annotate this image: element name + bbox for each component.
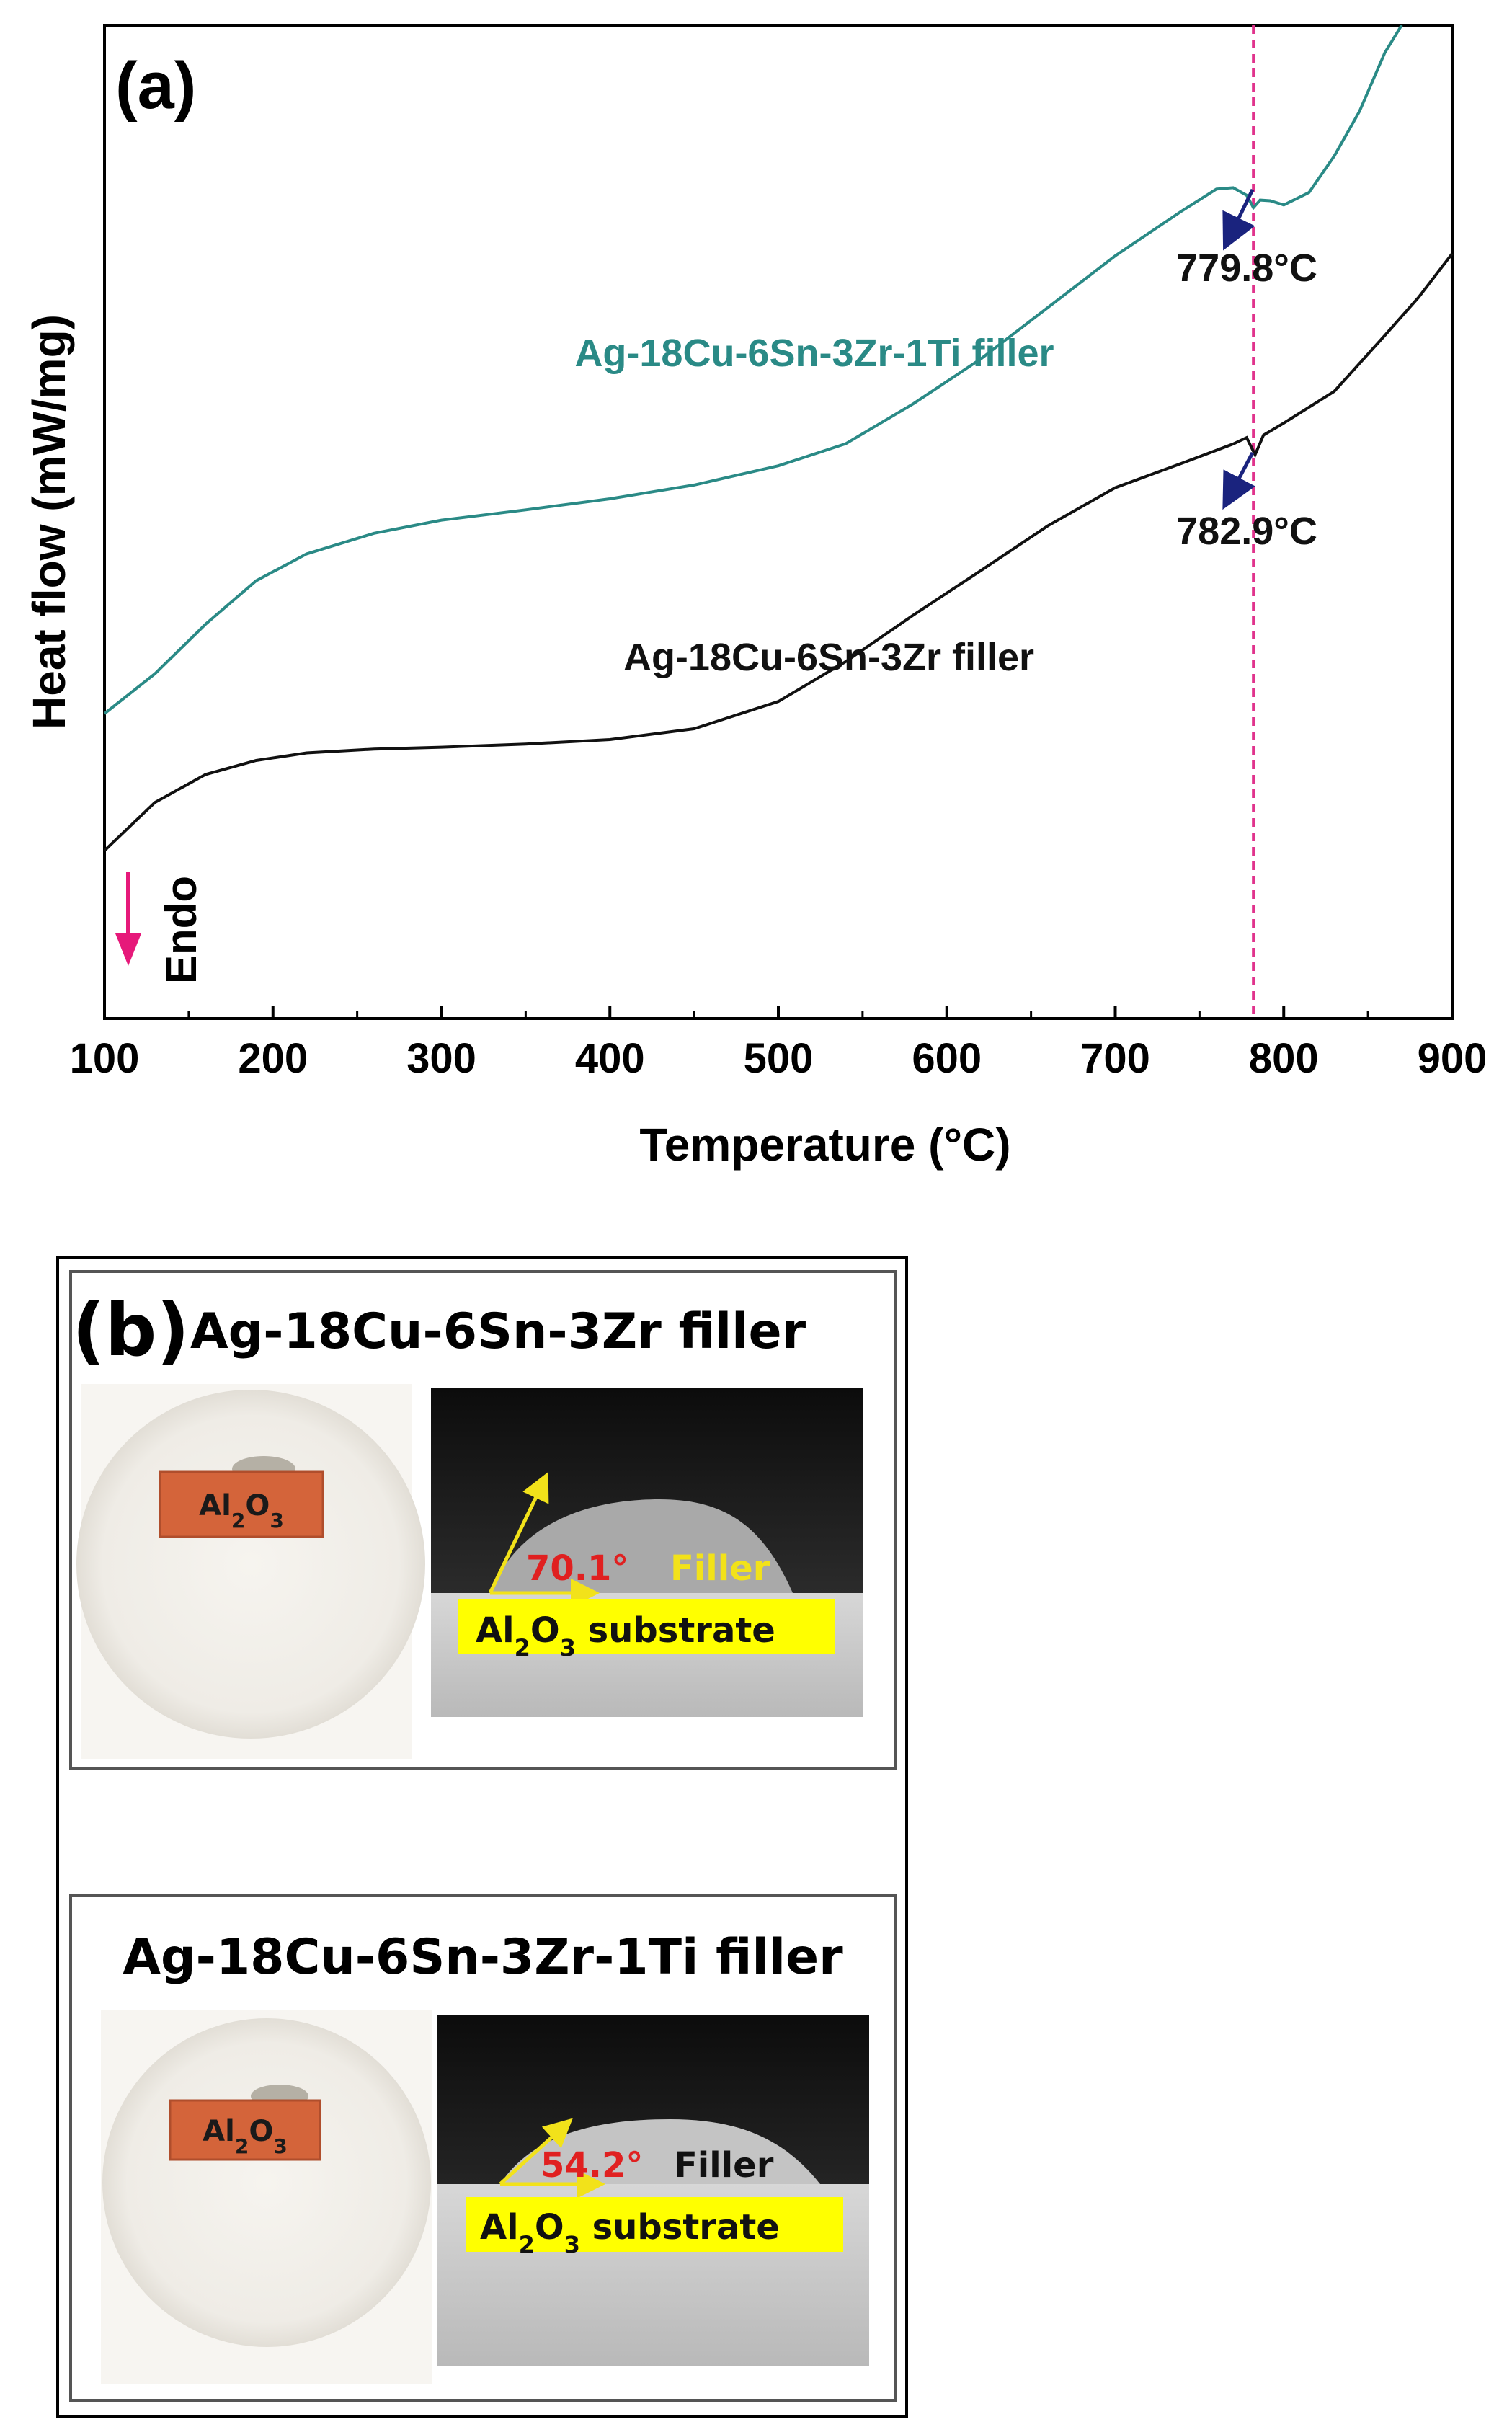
substrate-o: O <box>530 1610 560 1651</box>
contact-angle: 54.2° <box>541 2145 643 2186</box>
substrate-text: substrate <box>580 2207 780 2248</box>
series-line-base-filler <box>103 252 1454 852</box>
x-tick-label-700: 700 <box>1080 1035 1150 1082</box>
sample-label-o: O <box>249 2115 273 2148</box>
card-ti-filler: Ag-18Cu-6Sn-3Zr-1Ti filler Al2O3 54.2° F… <box>69 1894 897 2402</box>
x-axis-ticks <box>103 1006 1454 1019</box>
dsc-chart: 100 200 300 400 500 600 700 800 900 (a) Ag-18Cu-… <box>23 24 1487 1171</box>
annotation-779: 779.8°C <box>1176 247 1317 290</box>
endo-label: Endo <box>157 876 205 984</box>
svg-text:Al2O3 substrate: Al2O3 substrate <box>480 2207 780 2258</box>
sample-disk <box>76 1390 425 1739</box>
svg-text:Al2O3 substrate: Al2O3 substrate <box>476 1610 775 1661</box>
x-tick-label-600: 600 <box>912 1035 982 1082</box>
wetting-panel: (b) Ag-18Cu-6Sn-3Zr filler Al2O3 70.1° F… <box>56 1256 908 2418</box>
sample-label-sub: 2 <box>231 1509 245 1532</box>
sample-tile <box>159 1470 324 1538</box>
x-tick-label-400: 400 <box>575 1035 645 1082</box>
substrate-text: substrate <box>576 1610 775 1651</box>
sample-label-sub2: 3 <box>270 1509 283 1532</box>
series-label-base-filler: Ag-18Cu-6Sn-3Zr filler <box>623 636 1034 679</box>
substrate-al: Al <box>476 1610 515 1651</box>
panel-label-b: (b) <box>72 1288 190 1372</box>
card-title-base-filler: Ag-18Cu-6Sn-3Zr filler <box>190 1303 806 1360</box>
card-title-ti-filler: Ag-18Cu-6Sn-3Zr-1Ti filler <box>123 1929 843 1986</box>
sample-label-sub2: 3 <box>273 2134 287 2158</box>
annotation-arrow-779 <box>1222 188 1255 251</box>
substrate-o: O <box>535 2207 564 2248</box>
x-tick-label-800: 800 <box>1249 1035 1319 1082</box>
contact-angle: 70.1° <box>526 1548 628 1589</box>
annotation-arrow-782 <box>1222 451 1255 510</box>
svg-text:Al2O3: Al2O3 <box>199 1489 284 1532</box>
x-axis-title: Temperature (°C) <box>639 1119 1010 1171</box>
card-base-filler: (b) Ag-18Cu-6Sn-3Zr filler Al2O3 70.1° F… <box>69 1270 897 1770</box>
x-tick-label-100: 100 <box>70 1035 140 1082</box>
svg-text:Al2O3: Al2O3 <box>203 2115 288 2158</box>
filler-label: Filler <box>670 1548 770 1589</box>
substrate-sub2: 3 <box>560 1634 576 1661</box>
sample-label-sub: 2 <box>235 2134 249 2158</box>
substrate-sub: 2 <box>515 1634 530 1661</box>
annotation-782: 782.9°C <box>1176 510 1317 553</box>
substrate-label-bar <box>466 2197 843 2252</box>
substrate-sub: 2 <box>519 2231 535 2258</box>
series-line-ti-filler <box>103 24 1403 715</box>
x-tick-label-500: 500 <box>744 1035 814 1082</box>
substrate-label-bar <box>458 1599 835 1654</box>
x-tick-label-900: 900 <box>1418 1035 1487 1082</box>
panel-label-a: (a) <box>115 49 196 123</box>
sample-label-o: O <box>245 1489 270 1522</box>
x-axis-tick-labels: 100 200 300 400 500 600 700 800 900 <box>70 1035 1487 1082</box>
series-label-ti-filler: Ag-18Cu-6Sn-3Zr-1Ti filler <box>574 332 1054 375</box>
sample-tile <box>169 2099 321 2161</box>
x-tick-label-300: 300 <box>406 1035 476 1082</box>
sample-label-al: Al <box>203 2115 235 2148</box>
filler-label: Filler <box>674 2145 774 2186</box>
x-tick-label-200: 200 <box>238 1035 308 1082</box>
sample-label-al: Al <box>199 1489 231 1522</box>
filler-droplet <box>490 1499 793 1593</box>
substrate-sub2: 3 <box>564 2231 580 2258</box>
substrate-al: Al <box>480 2207 519 2248</box>
filler-droplet <box>500 2119 820 2184</box>
y-axis-title: Heat flow (mW/mg) <box>23 314 75 729</box>
sample-disk <box>102 2018 431 2347</box>
endo-arrow-icon <box>115 872 141 966</box>
